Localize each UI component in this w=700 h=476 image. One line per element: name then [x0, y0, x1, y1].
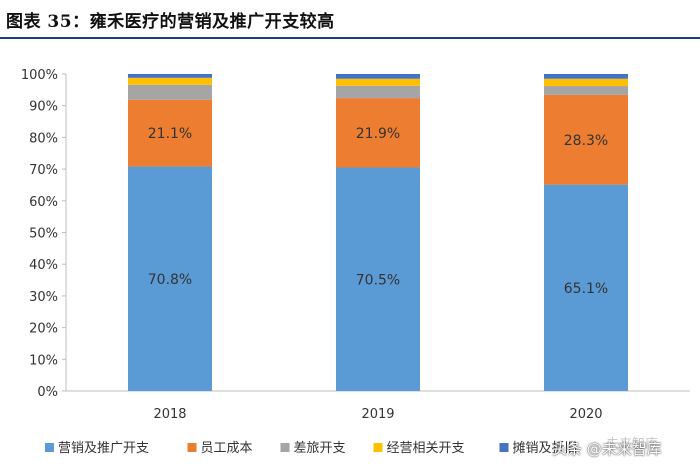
bar-segment-2020-1: [544, 94, 628, 185]
title-rule: [0, 37, 700, 39]
legend-label: 差旅开支: [294, 441, 346, 456]
y-tick-label: 70%: [29, 163, 58, 178]
legend-label: 营销及推广开支: [58, 441, 149, 456]
y-tick-label: 90%: [29, 100, 58, 115]
y-tick-label: 0%: [37, 385, 58, 400]
data-label: 28.3%: [564, 133, 608, 149]
data-label: 21.9%: [356, 126, 400, 142]
y-tick-label: 20%: [29, 322, 58, 337]
y-tick-label: 10%: [29, 353, 58, 368]
x-tick-label: 2018: [153, 407, 186, 422]
chart-title: 图表 35：雍禾医疗的营销及推广开支较高: [6, 12, 335, 32]
watermark: 头条 @未来智库: [552, 440, 662, 458]
legend-label: 经营相关开支: [387, 441, 465, 456]
bar-segment-2019-0: [336, 167, 420, 391]
bar-segment-2018-4: [128, 74, 212, 78]
legend-swatch: [280, 443, 290, 452]
legend-label: 摊销及折旧: [513, 441, 578, 456]
bar-segment-2019-4: [336, 74, 420, 79]
bar-segment-2020-3: [544, 78, 628, 87]
bar-segment-2018-1: [128, 99, 212, 167]
legend-swatch: [499, 443, 509, 452]
data-label: 21.1%: [148, 126, 192, 142]
chart-header: 图表 35：雍禾医疗的营销及推广开支较高: [0, 0, 700, 39]
y-tick-label: 50%: [29, 227, 58, 242]
y-tick-label: 60%: [29, 195, 58, 210]
legend-label: 员工成本: [201, 441, 253, 456]
x-tick-label: 2019: [361, 407, 394, 422]
data-label: 70.5%: [356, 272, 400, 288]
bar-segment-2019-1: [336, 98, 420, 168]
watermark-faint: 未来智库: [606, 437, 659, 452]
bar-segment-2018-3: [128, 77, 212, 85]
data-label: 65.1%: [564, 281, 608, 297]
bar-segment-2019-2: [336, 85, 420, 99]
legend-swatch: [45, 443, 54, 452]
y-tick-label: 40%: [29, 258, 58, 273]
bar-segment-2018-0: [128, 166, 212, 391]
x-tick-label: 2020: [569, 407, 602, 422]
bar-segment-2020-2: [544, 86, 628, 95]
data-label: 70.8%: [148, 272, 192, 288]
bar-segment-2018-2: [128, 84, 212, 100]
bar-segment-2020-4: [544, 74, 628, 79]
y-tick-label: 30%: [29, 290, 58, 305]
legend-swatch: [373, 443, 383, 452]
bar-segment-2019-3: [336, 78, 420, 86]
y-tick-label: 80%: [29, 131, 58, 146]
y-tick-label: 100%: [21, 68, 58, 83]
legend-swatch: [187, 443, 197, 452]
bar-segment-2020-0: [544, 184, 628, 391]
